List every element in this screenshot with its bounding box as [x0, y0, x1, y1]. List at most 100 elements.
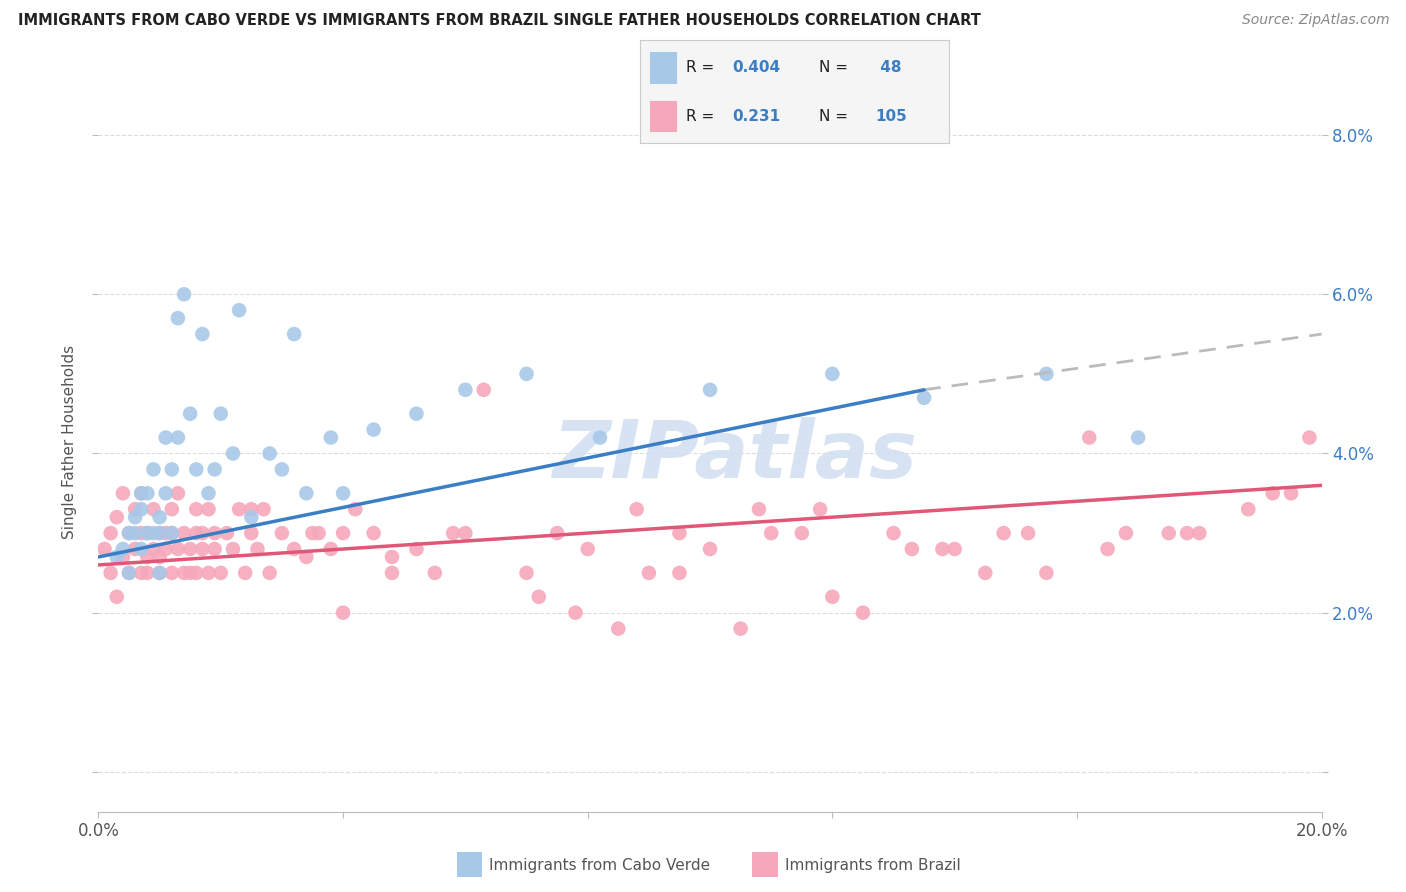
Point — [699, 383, 721, 397]
Point — [136, 566, 159, 580]
Text: R =: R = — [686, 109, 724, 124]
Point — [129, 486, 152, 500]
Point — [1237, 502, 1260, 516]
Point — [1175, 526, 1198, 541]
Point — [179, 566, 201, 580]
Point — [155, 541, 177, 556]
Point — [136, 549, 159, 564]
Point — [222, 446, 245, 460]
Point — [167, 431, 190, 445]
Point — [191, 541, 214, 556]
Point — [344, 502, 367, 516]
Point — [204, 541, 226, 556]
Point — [363, 423, 385, 437]
Point — [197, 566, 219, 580]
Point — [1097, 541, 1119, 556]
Point — [607, 622, 630, 636]
Point — [136, 486, 159, 500]
Point — [173, 287, 195, 301]
Point — [883, 526, 905, 541]
Point — [301, 526, 323, 541]
Point — [1128, 431, 1150, 445]
Point — [149, 549, 172, 564]
Text: Immigrants from Brazil: Immigrants from Brazil — [785, 858, 960, 872]
Point — [186, 502, 208, 516]
Point — [173, 566, 195, 580]
Point — [124, 526, 146, 541]
Point — [129, 502, 152, 516]
Point — [626, 502, 648, 516]
Point — [149, 510, 172, 524]
Point — [186, 462, 208, 476]
Point — [668, 566, 690, 580]
Point — [319, 431, 342, 445]
Point — [233, 566, 256, 580]
Point — [105, 510, 128, 524]
Point — [252, 502, 274, 516]
Point — [179, 407, 201, 421]
Point — [441, 526, 464, 541]
Text: 105: 105 — [875, 109, 907, 124]
Point — [974, 566, 997, 580]
Point — [637, 566, 661, 580]
Point — [105, 590, 128, 604]
Point — [240, 526, 263, 541]
Point — [129, 566, 152, 580]
Point — [931, 541, 953, 556]
Point — [149, 526, 172, 541]
Point — [209, 566, 232, 580]
Point — [808, 502, 831, 516]
Point — [124, 541, 146, 556]
Point — [295, 549, 318, 564]
Point — [179, 541, 201, 556]
Point — [405, 407, 427, 421]
Point — [167, 311, 190, 326]
Point — [129, 486, 152, 500]
Point — [259, 446, 281, 460]
Point — [759, 526, 782, 541]
Point — [270, 462, 292, 476]
Point — [821, 367, 844, 381]
Point — [160, 502, 183, 516]
Point — [142, 541, 165, 556]
Point — [118, 526, 141, 541]
Point — [821, 590, 844, 604]
Point — [197, 486, 219, 500]
Point — [149, 526, 172, 541]
Point — [1035, 367, 1057, 381]
Point — [472, 383, 495, 397]
Point — [454, 383, 477, 397]
Text: ZIPatlas: ZIPatlas — [553, 417, 917, 495]
Point — [748, 502, 770, 516]
Point — [93, 541, 115, 556]
Point — [1078, 431, 1101, 445]
Point — [100, 526, 122, 541]
Point — [852, 606, 875, 620]
Point — [197, 502, 219, 516]
Point — [308, 526, 330, 541]
Point — [240, 510, 263, 524]
Point — [454, 526, 477, 541]
Point — [111, 549, 134, 564]
Point — [527, 590, 550, 604]
Point — [1279, 486, 1302, 500]
Point — [246, 541, 269, 556]
Point — [1261, 486, 1284, 500]
Point — [1017, 526, 1039, 541]
Point — [100, 566, 122, 580]
Point — [259, 566, 281, 580]
Point — [118, 566, 141, 580]
Text: 0.404: 0.404 — [733, 61, 780, 75]
Point — [240, 502, 263, 516]
Point — [215, 526, 238, 541]
Point — [1188, 526, 1211, 541]
Point — [405, 541, 427, 556]
FancyBboxPatch shape — [650, 52, 676, 84]
Point — [160, 462, 183, 476]
Point — [912, 391, 935, 405]
Point — [546, 526, 568, 541]
Text: Immigrants from Cabo Verde: Immigrants from Cabo Verde — [489, 858, 710, 872]
Point — [149, 566, 172, 580]
Text: N =: N = — [820, 109, 848, 124]
Point — [124, 502, 146, 516]
